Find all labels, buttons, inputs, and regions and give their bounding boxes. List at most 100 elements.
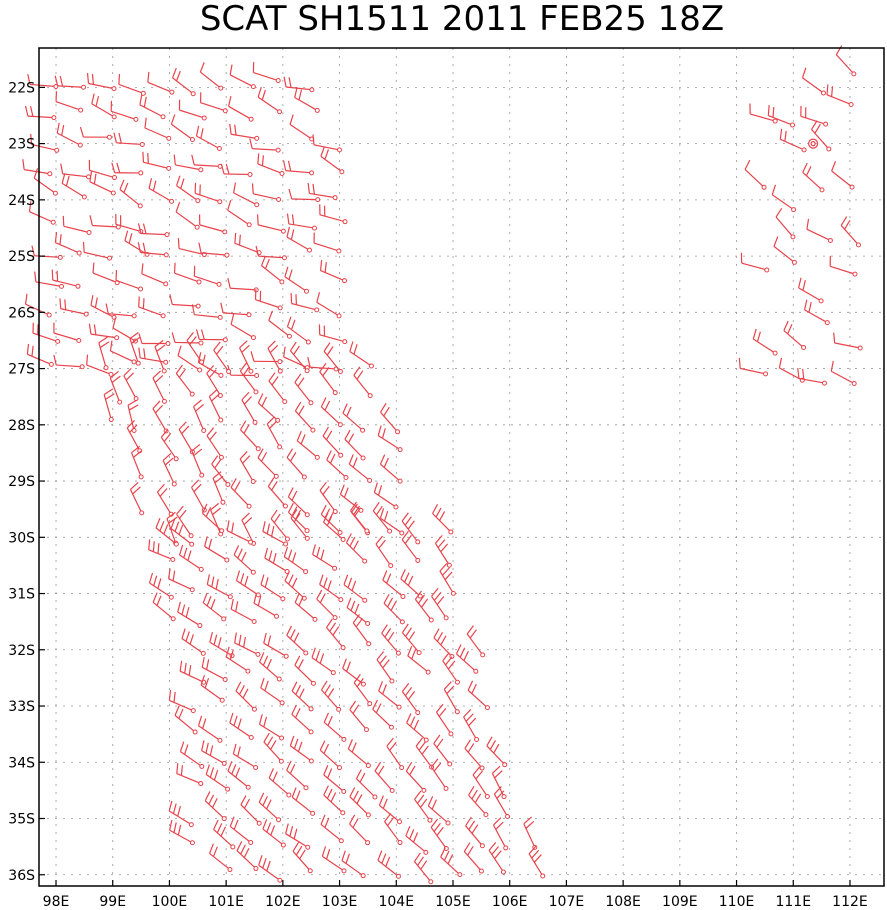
wind-barb [286,625,309,656]
wind-barb [118,73,146,96]
wind-barb [79,126,112,140]
wind-barb [155,517,179,547]
lon-tick-label: 103E [322,894,358,910]
wind-barb [129,481,145,516]
wind-barb [33,168,58,196]
wind-barb [752,328,778,356]
wind-barb [528,845,546,879]
wind-barb [282,160,315,176]
wind-barb [464,739,485,771]
wind-barb [168,568,195,593]
lat-tick-label: 22S [8,80,35,96]
calm-marker-inner [810,141,816,147]
wind-barb [156,483,174,517]
wind-barb [198,242,230,258]
wind-barb [31,245,63,260]
wind-barb [179,660,207,685]
wind-barb [383,593,405,625]
wind-barb [234,632,261,657]
wind-barb [372,501,393,534]
wind-barb [262,521,289,547]
wind-barb [194,182,223,205]
wind-barb [463,709,480,743]
wind-barb [152,592,176,622]
wind-barb [138,333,171,346]
wind-barb [123,367,139,402]
wind-barb [377,425,403,453]
wind-barb [148,178,175,204]
wind-barb [178,421,195,455]
wind-barb [98,336,110,371]
wind-barb [401,530,421,563]
wind-barb [319,260,348,284]
wind-barb [173,262,202,285]
wind-barb [319,204,348,225]
wind-barb [253,592,280,619]
wind-barb [220,302,252,318]
wind-barb [230,478,252,509]
wind-barb [206,365,223,398]
wind-barb [230,598,257,624]
wind-barb [405,761,427,793]
wind-barb [176,763,204,787]
wind-barb [803,299,830,326]
wind-barb [229,64,256,90]
wind-barb [322,426,344,458]
wind-barb [311,647,336,676]
wind-barb [233,182,260,208]
wind-barb [191,304,223,320]
wind-barb [268,768,292,798]
wind-barb [22,159,53,177]
wind-barb [254,289,283,311]
wind-barb [262,819,286,848]
wind-barb [90,295,117,320]
wind-barb [353,366,373,399]
wind-barb [465,816,485,849]
wind-barb [201,503,225,534]
wind-barb [257,153,285,176]
wind-barb [55,91,84,113]
wind-barb [320,814,344,844]
wind-barb [169,819,195,846]
wind-barb [209,631,235,659]
wind-barb [53,354,85,370]
wind-barb [129,332,141,366]
wind-barb [326,618,346,651]
lon-tick-label: 106E [492,894,528,910]
wind-barb [181,628,206,656]
wind-barb [174,705,198,735]
wind-barb [378,681,402,710]
wind-barb [258,714,285,741]
wind-barb [148,539,176,563]
lat-tick-label: 34S [8,755,35,771]
wind-barb [60,163,91,180]
wind-barb [205,764,231,792]
wind-barb [319,574,344,603]
lon-tick-label: 104E [378,894,414,910]
calm-marker [808,138,819,149]
wind-barb [235,681,257,712]
wind-barb [294,401,316,433]
wind-barb [235,570,261,598]
wind-barb [486,736,508,768]
lon-tick-label: 98E [43,894,70,910]
lat-tick-label: 36S [8,868,35,884]
wind-barb [749,103,778,124]
wind-barb [130,445,144,480]
wind-barb [86,73,117,92]
wind-barb [103,388,115,423]
wind-barb [24,293,52,318]
wind-barb [160,428,179,462]
wind-barb [349,700,369,733]
wind-barb [320,146,345,175]
wind-barb [268,310,292,339]
wind-barb [220,163,253,177]
wind-barb [283,76,315,93]
lat-tick-label: 31S [8,587,35,603]
wind-barb [323,712,347,742]
wind-barb [401,512,421,545]
wind-barb [349,814,371,846]
wind-barb [226,520,254,545]
wind-barb [82,241,113,261]
